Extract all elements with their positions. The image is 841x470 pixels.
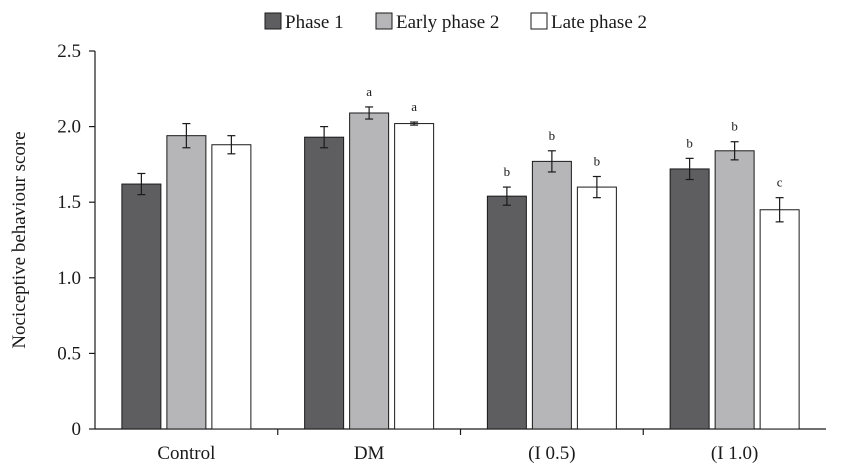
y-tick-label: 2.5 [57,41,81,62]
x-category-label: (I 1.0) [711,443,758,464]
y-tick-label: 0 [72,419,82,440]
legend-label: Phase 1 [285,12,344,33]
bar [486,195,527,430]
significance-label: c [777,175,783,190]
y-axis: 0 0.5 1.0 1.5 2.0 2.5 [57,41,96,440]
legend: Phase 1 Early phase 2 Late phase 2 [264,12,647,33]
legend-swatch [530,12,548,30]
bars: a a b b b b b c [121,84,800,430]
bar [669,168,710,430]
significance-label: a [411,99,417,114]
x-axis: Control DM (I 0.5) (I 1.0) [95,428,826,464]
y-tick-label: 1.5 [57,192,81,213]
bar [211,144,252,430]
significance-label: b [504,164,511,179]
x-category-label: (I 0.5) [528,443,575,464]
bar [531,160,572,430]
bar [166,135,207,430]
legend-label: Early phase 2 [396,12,499,33]
significance-label: b [731,119,738,134]
bar [304,136,345,430]
legend-swatch [264,12,282,30]
significance-label: a [366,84,372,99]
x-category-label: DM [354,443,385,464]
significance-label: b [549,128,556,143]
y-tick-label: 2.0 [57,117,81,138]
bar [714,150,755,430]
significance-label: b [594,153,601,168]
legend-label: Late phase 2 [551,12,647,33]
bar [121,183,162,430]
y-axis-label: Nociceptive behaviour score [9,131,30,348]
y-tick-label: 1.0 [57,268,81,289]
bar [394,123,435,430]
significance-label: b [686,135,693,150]
y-tick-label: 0.5 [57,343,81,364]
bar [576,186,617,430]
bar [759,209,800,430]
bar [349,112,390,430]
x-category-label: Control [157,443,215,464]
legend-swatch [375,12,393,30]
